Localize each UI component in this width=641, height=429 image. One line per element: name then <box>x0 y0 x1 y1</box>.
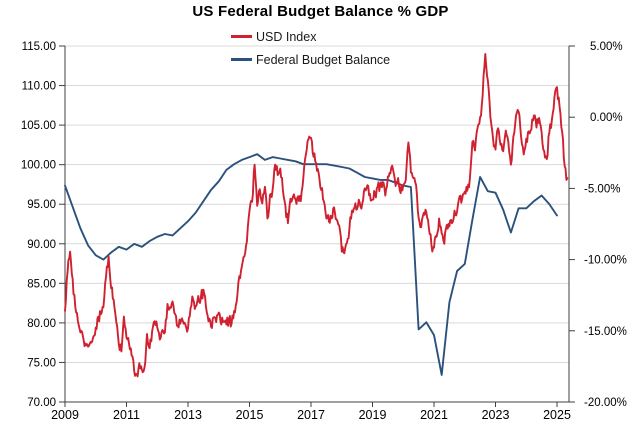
x-axis-tick-label: 2025 <box>543 408 571 422</box>
legend-label-usd-index: USD Index <box>256 29 317 44</box>
left-axis-tick-label: 105.00 <box>21 120 56 132</box>
left-axis-tick-label: 90.00 <box>27 239 56 251</box>
right-axis-tick-label: 5.00% <box>590 41 623 53</box>
right-axis-tick-label: -15.00% <box>584 326 627 338</box>
x-axis-tick-label: 2019 <box>359 408 387 422</box>
x-axis-tick-label: 2013 <box>174 408 202 422</box>
x-axis-tick-label: 2011 <box>113 408 140 422</box>
left-axis-tick-label: 85.00 <box>27 278 56 290</box>
x-axis-tick-label: 2021 <box>420 408 448 422</box>
left-axis-tick-label: 100.00 <box>21 160 56 172</box>
x-axis-tick-label: 2017 <box>297 408 325 422</box>
x-axis-tick-label: 2023 <box>482 408 510 422</box>
right-axis-tick-label: -5.00% <box>584 183 620 195</box>
usd-index-line-swatch <box>231 35 252 38</box>
federal-budget-balance-line-swatch <box>231 58 252 61</box>
right-axis-tick-label: -10.00% <box>584 255 627 267</box>
legend-item-usd-index: USD Index <box>231 25 390 48</box>
left-axis-tick-label: 75.00 <box>27 357 56 369</box>
left-axis-tick-label: 115.00 <box>22 41 56 53</box>
right-axis-tick-label: 0.00% <box>590 112 623 124</box>
left-axis-tick-label: 110.00 <box>22 81 56 93</box>
legend: USD Index Federal Budget Balance <box>231 25 390 71</box>
x-axis-tick-label: 2009 <box>51 408 79 422</box>
right-axis-tick-label: -20.00% <box>584 397 627 409</box>
usd-index-line <box>64 52 569 378</box>
legend-label-federal-budget-balance: Federal Budget Balance <box>256 52 391 67</box>
x-axis-tick-label: 2015 <box>236 408 264 422</box>
federal-budget-balance-line <box>64 153 558 376</box>
left-axis-tick-label: 95.00 <box>27 199 56 211</box>
left-axis-tick-label: 80.00 <box>27 318 56 330</box>
legend-item-federal-budget-balance: Federal Budget Balance <box>231 48 390 71</box>
left-axis-tick-label: 70.00 <box>27 397 56 409</box>
chart-title: US Federal Budget Balance % GDP <box>192 3 449 20</box>
